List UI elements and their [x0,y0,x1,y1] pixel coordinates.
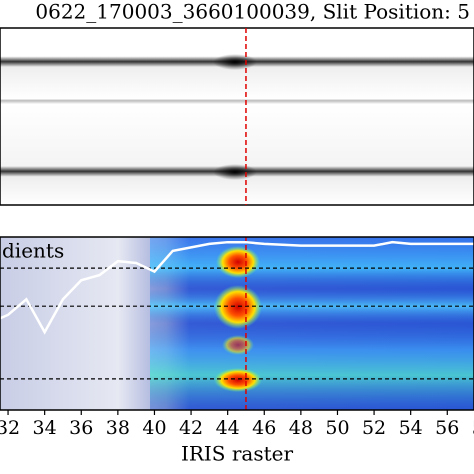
x-tick-label: 42 [179,417,203,439]
spectrogram-spot [213,54,257,70]
heatmap-bands [150,237,474,410]
plot-area [0,28,474,410]
x-tick-label: 40 [142,417,166,439]
spectrogram-panel [0,27,474,206]
panel-frame [0,27,474,206]
x-tick-label: 52 [362,417,386,439]
x-axis-label: IRIS raster [181,442,294,466]
heat-spot [222,335,254,355]
x-tick-label: 50 [325,417,349,439]
x-tick-label: 46 [252,417,276,439]
x-tick-label: 58 [472,417,474,439]
legend-label: dients [2,239,64,263]
x-tick-label: 56 [435,417,459,439]
heatmap-panel [0,237,474,410]
spectrogram-spot [213,164,257,180]
heat-spot [216,246,260,278]
heat-spot [214,368,262,392]
x-tick-label: 32 [0,417,20,439]
x-tick-label: 48 [289,417,313,439]
x-tick-label: 36 [69,417,93,439]
x-tick-label: 54 [399,417,423,439]
heat-spot [214,285,262,329]
data-line [0,240,474,335]
x-tick-label: 38 [106,417,130,439]
chart-title: 0622_170003_3660100039, Slit Position: 5 [35,0,470,24]
x-tick-label: 34 [33,417,57,439]
panel-frame [0,236,474,411]
x-tick-label: 44 [216,417,240,439]
